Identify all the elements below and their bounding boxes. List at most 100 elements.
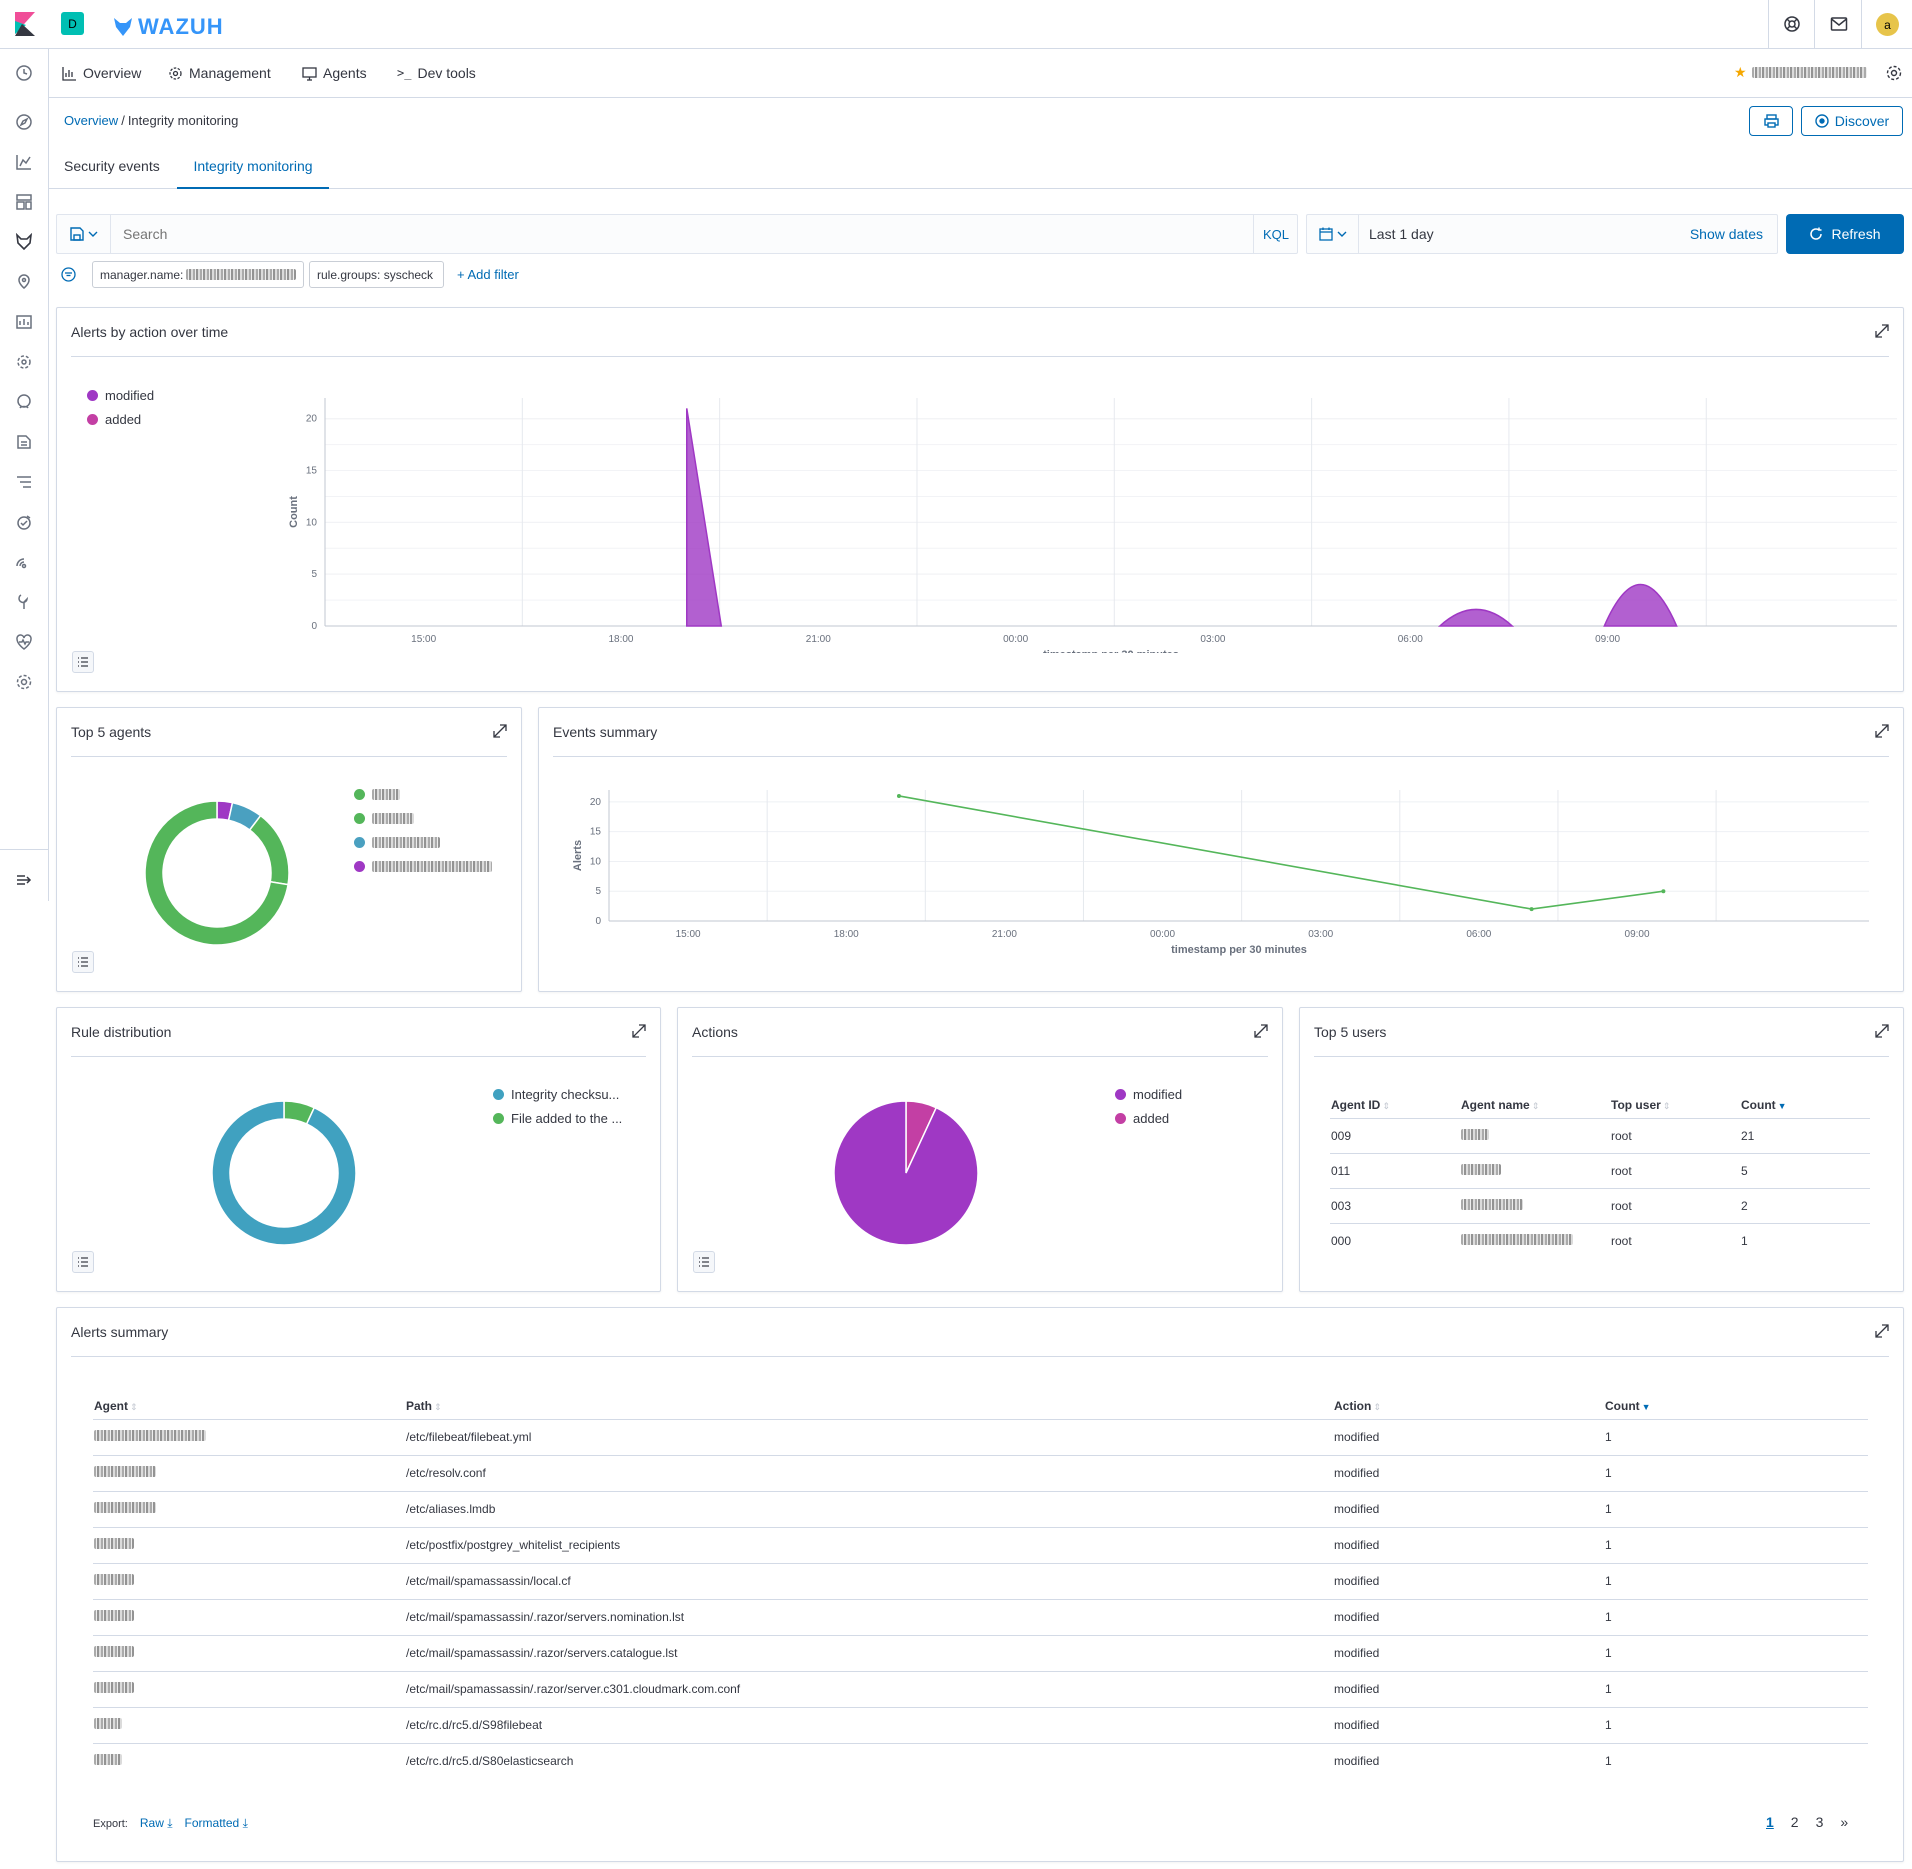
agent-name-redacted bbox=[94, 1682, 134, 1693]
breadcrumb-overview[interactable]: Overview bbox=[64, 113, 119, 128]
filter-pill-syscheck[interactable]: rule.groups: syscheck bbox=[309, 261, 444, 288]
siem-icon[interactable] bbox=[13, 551, 35, 573]
fullscreen-icon[interactable] bbox=[1873, 1322, 1891, 1340]
visualize-icon[interactable] bbox=[13, 151, 35, 173]
mail-icon[interactable] bbox=[1830, 16, 1848, 32]
col-agent-name[interactable]: Agent name ⇕ bbox=[1461, 1097, 1540, 1112]
help-icon[interactable] bbox=[1783, 15, 1801, 33]
legend-item-added[interactable]: added bbox=[87, 407, 154, 431]
col-agent[interactable]: Agent ⇕ bbox=[94, 1398, 138, 1413]
legend-item-agent[interactable] bbox=[354, 782, 492, 806]
legend-item-rule[interactable]: File added to the ... bbox=[493, 1106, 622, 1130]
events-line bbox=[898, 795, 1664, 910]
cell-top-user: root bbox=[1611, 1198, 1632, 1213]
tab-security-events[interactable]: Security events bbox=[64, 158, 160, 174]
alerts-summary-table: Agent ⇕ Path ⇕ Action ⇕ Count ▼ /etc/filebea… bbox=[93, 1393, 1868, 1779]
discover-button[interactable]: Discover bbox=[1801, 106, 1903, 136]
logs-icon[interactable] bbox=[13, 431, 35, 453]
toggle-legend-icon[interactable] bbox=[72, 651, 94, 673]
dashboard-icon[interactable] bbox=[13, 191, 35, 213]
export-raw-link[interactable]: Raw ⤓ bbox=[139, 1816, 173, 1830]
wazuh-logo[interactable]: WAZUH bbox=[112, 14, 224, 40]
nav-dev-tools[interactable]: >_ Dev tools bbox=[397, 49, 476, 97]
legend-dot bbox=[87, 389, 98, 401]
legend-item-agent[interactable] bbox=[354, 806, 492, 830]
legend-item-modified[interactable]: modified bbox=[1115, 1082, 1182, 1106]
wazuh-brand-text: WAZUH bbox=[138, 14, 224, 39]
fullscreen-icon[interactable] bbox=[630, 1022, 648, 1040]
col-path[interactable]: Path ⇕ bbox=[406, 1398, 442, 1413]
cell-agent-id: 009 bbox=[1331, 1128, 1352, 1143]
nav-overview[interactable]: Overview bbox=[62, 49, 141, 97]
col-top-user[interactable]: Top user ⇕ bbox=[1611, 1097, 1671, 1112]
compass-icon[interactable] bbox=[13, 111, 35, 133]
export-formatted-link[interactable]: Formatted ⤓ bbox=[184, 1816, 248, 1830]
legend-item-agent[interactable] bbox=[354, 854, 492, 878]
kibana-logo[interactable] bbox=[14, 12, 36, 36]
tab-integrity-monitoring[interactable]: Integrity monitoring bbox=[177, 158, 329, 189]
maps-icon[interactable] bbox=[13, 271, 35, 293]
legend-item-agent[interactable] bbox=[354, 830, 492, 854]
ml-icon[interactable] bbox=[13, 351, 35, 373]
quick-menu-button[interactable] bbox=[1307, 215, 1359, 253]
cell-path: /etc/mail/spamassassin/.razor/servers.no… bbox=[406, 1610, 685, 1624]
fullscreen-icon[interactable] bbox=[491, 722, 509, 740]
top-agents-donut bbox=[144, 800, 290, 946]
kql-toggle[interactable]: KQL bbox=[1253, 215, 1298, 253]
col-action[interactable]: Action ⇕ bbox=[1334, 1398, 1381, 1413]
wazuh-app-icon[interactable] bbox=[13, 231, 35, 253]
print-button[interactable] bbox=[1749, 106, 1793, 136]
page-2[interactable]: 2 bbox=[1790, 1814, 1799, 1830]
col-agent-id[interactable]: Agent ID ⇕ bbox=[1331, 1097, 1390, 1112]
legend-dot bbox=[354, 860, 365, 872]
settings-gear-icon[interactable] bbox=[1885, 64, 1903, 82]
pagination: 1 2 3 » bbox=[1766, 1814, 1848, 1830]
x-tick-label: 21:00 bbox=[992, 929, 1017, 940]
cell-action: modified bbox=[1334, 1682, 1380, 1696]
legend-item-modified[interactable]: modified bbox=[87, 383, 154, 407]
fullscreen-icon[interactable] bbox=[1873, 1022, 1891, 1040]
col-count[interactable]: Count ▼ bbox=[1741, 1097, 1787, 1112]
legend-item-rule[interactable]: Integrity checksu... bbox=[493, 1082, 622, 1106]
page-1[interactable]: 1 bbox=[1766, 1814, 1774, 1830]
col-count[interactable]: Count ▼ bbox=[1605, 1398, 1651, 1413]
toggle-legend-icon[interactable] bbox=[693, 1251, 715, 1273]
space-avatar[interactable]: D bbox=[61, 12, 84, 35]
management-gear-icon[interactable] bbox=[13, 671, 35, 693]
dev-tools-icon[interactable] bbox=[13, 591, 35, 613]
page-3[interactable]: 3 bbox=[1815, 1814, 1824, 1830]
toggle-legend-icon[interactable] bbox=[72, 1251, 94, 1273]
time-range-value[interactable]: Last 1 day bbox=[1369, 226, 1434, 242]
filter-pill-manager[interactable]: manager.name: bbox=[92, 261, 304, 288]
cell-top-user: root bbox=[1611, 1163, 1632, 1178]
canvas-icon[interactable] bbox=[13, 311, 35, 333]
toggle-legend-icon[interactable] bbox=[72, 951, 94, 973]
add-filter-button[interactable]: + Add filter bbox=[457, 267, 519, 282]
next-page[interactable]: » bbox=[1840, 1814, 1849, 1830]
panel-title: Alerts by action over time bbox=[71, 324, 229, 340]
uptime-icon[interactable] bbox=[13, 511, 35, 533]
fullscreen-icon[interactable] bbox=[1873, 322, 1891, 340]
api-selector[interactable]: ★ bbox=[1734, 64, 1867, 81]
monitoring-icon[interactable] bbox=[13, 631, 35, 653]
cell-count: 1 bbox=[1605, 1538, 1612, 1552]
apm-icon[interactable] bbox=[13, 471, 35, 493]
show-dates-link[interactable]: Show dates bbox=[1689, 226, 1763, 242]
y-tick-label: 15 bbox=[306, 466, 318, 477]
nav-management[interactable]: Management bbox=[168, 49, 271, 97]
agent-name-redacted bbox=[1461, 1163, 1501, 1175]
legend-item-added[interactable]: added bbox=[1115, 1106, 1182, 1130]
fullscreen-icon[interactable] bbox=[1873, 722, 1891, 740]
user-avatar[interactable]: a bbox=[1876, 13, 1899, 36]
refresh-button[interactable]: Refresh bbox=[1786, 214, 1904, 254]
infra-icon[interactable] bbox=[13, 391, 35, 413]
nav-agents[interactable]: Agents bbox=[302, 49, 367, 97]
cell-path: /etc/postfix/postgrey_whitelist_recipien… bbox=[406, 1538, 621, 1552]
collapse-nav-icon[interactable] bbox=[13, 869, 35, 891]
filter-options-icon[interactable] bbox=[61, 267, 76, 282]
search-input[interactable] bbox=[121, 223, 1221, 245]
saved-query-button[interactable] bbox=[57, 215, 111, 253]
clock-icon[interactable] bbox=[13, 62, 35, 84]
legend-label: added bbox=[1133, 1110, 1170, 1126]
fullscreen-icon[interactable] bbox=[1252, 1022, 1270, 1040]
